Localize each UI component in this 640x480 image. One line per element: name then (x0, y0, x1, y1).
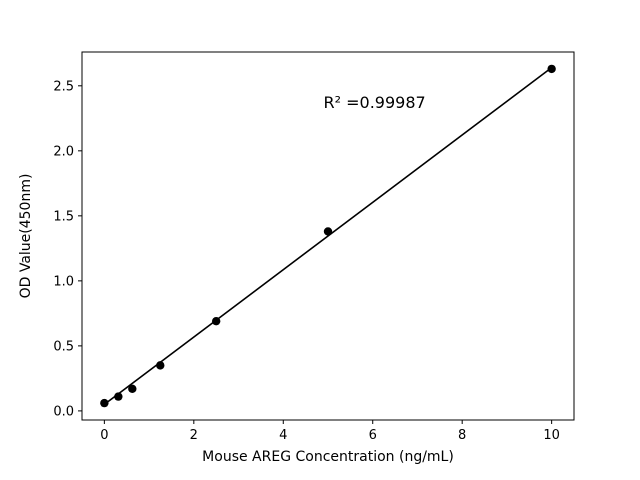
x-tick-label: 10 (543, 428, 560, 443)
y-tick-label: 0.5 (53, 339, 74, 354)
x-tick-label: 0 (100, 428, 108, 443)
fit-line (103, 66, 553, 406)
y-tick-label: 2.0 (53, 144, 74, 159)
x-tick-label: 8 (458, 428, 466, 443)
plot-area: 0 2 4 6 8 10 0.0 0.5 1.0 1.5 2.0 2.5 (53, 51, 575, 443)
plot-border (81, 51, 575, 421)
data-point (128, 384, 137, 393)
data-point (100, 398, 109, 408)
data-point (156, 361, 165, 370)
y-axis-label: OD Value(450nm) (18, 174, 34, 299)
x-tick-label: 6 (369, 428, 377, 443)
x-tick-label: 2 (190, 428, 198, 443)
data-point (547, 64, 556, 74)
data-point (323, 227, 333, 236)
x-axis-label: Mouse AREG Concentration (ng/mL) (202, 449, 454, 465)
data-point (211, 316, 221, 326)
x-tick-label: 4 (279, 428, 287, 443)
r-squared-annotation: R² =0.99987 (324, 93, 426, 112)
data-point (114, 392, 123, 401)
y-tick-label: 0.0 (53, 404, 74, 419)
y-tick-label: 1.5 (53, 209, 74, 224)
y-tick-label: 2.5 (53, 79, 74, 94)
y-tick-label: 1.0 (53, 274, 74, 289)
